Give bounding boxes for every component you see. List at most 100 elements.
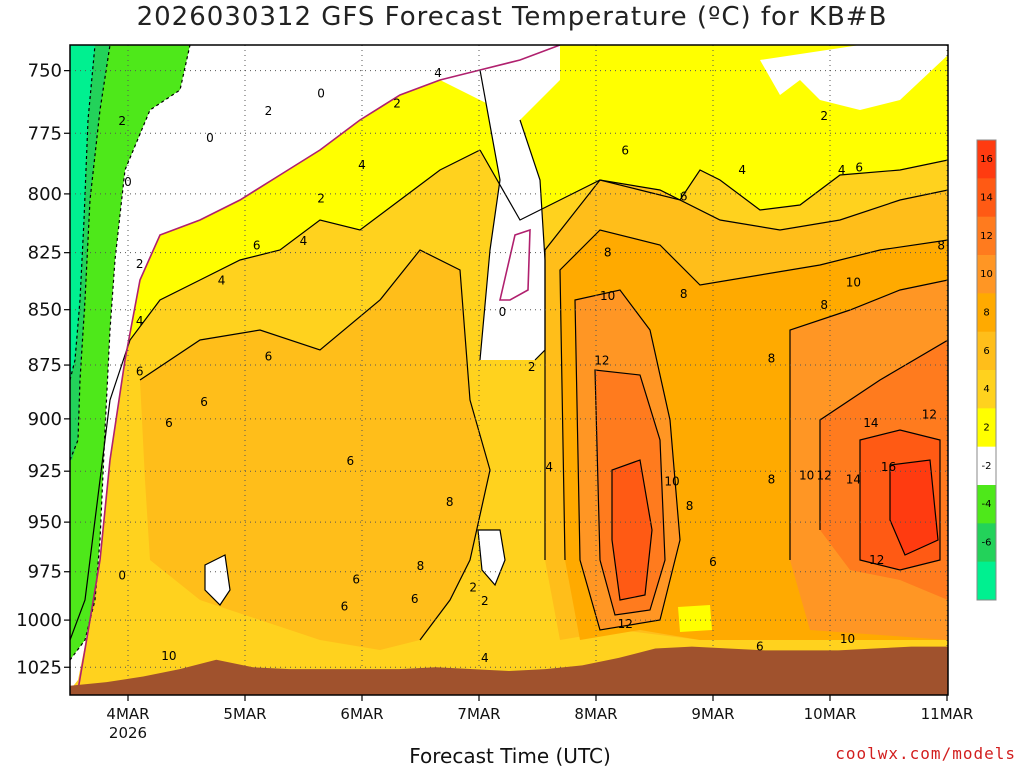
colorbar-tick-label: 8 (983, 308, 989, 319)
contour-minus-6 (70, 45, 96, 381)
contour-label: 2 (118, 114, 126, 128)
contour-label: 8 (604, 246, 612, 260)
x-tick-label: 7MAR (457, 705, 500, 723)
zero-isotherm (77, 45, 561, 691)
contour-label: 8 (937, 239, 945, 253)
contour-2-7mar (479, 69, 501, 361)
contour-label: 6 (341, 600, 349, 614)
contour-label: 2 (136, 257, 144, 271)
x-tick-label: 4MAR (106, 705, 149, 723)
contour-label: 4 (434, 66, 442, 80)
contour-label: 6 (346, 454, 354, 468)
x-axis-label: Forecast Time (UTC) (409, 744, 611, 768)
y-axis: 750 775 800 825 850 875 900 925 950 975 1000 1025 (16, 61, 70, 678)
contour-label: 0 (124, 175, 132, 189)
contour-label: 8 (446, 495, 454, 509)
zero-isotherm-7mar (498, 228, 531, 301)
contour-label: 4 (481, 651, 489, 665)
y-tick-label: 875 (28, 355, 62, 376)
y-tick-label: 1025 (16, 657, 62, 678)
y-tick-label: 800 (28, 184, 62, 205)
contour-label: 2 (317, 192, 325, 206)
x-tick-label: 6MAR (340, 705, 383, 723)
contour-label: 0 (499, 305, 507, 319)
contour-4-7mar (519, 119, 546, 361)
fill-0-2 (70, 45, 560, 690)
contour-label: 4 (838, 163, 846, 177)
contour-label: 6 (165, 416, 173, 430)
contour-label: 4 (358, 158, 366, 172)
y-tick-label: 825 (28, 243, 62, 264)
gridlines (70, 45, 948, 695)
contour-label: 2 (481, 594, 489, 608)
contour-label: 12 (922, 408, 937, 422)
fill-pocket-9mar (678, 605, 712, 632)
contour-14-west (611, 459, 653, 601)
y-tick-label: 775 (28, 123, 62, 144)
contour-label: 4 (545, 460, 553, 474)
colorbar-band (977, 293, 996, 333)
contour-14-east (859, 429, 941, 571)
contour-label: 12 (869, 553, 884, 567)
fill-minus-2-4 (70, 45, 190, 660)
contour-label: 10 (600, 289, 615, 303)
contour-label: 10 (161, 649, 176, 663)
y-tick-label: 850 (28, 300, 62, 321)
contour-label: 8 (686, 499, 694, 513)
colorbar-band (977, 446, 996, 486)
contour-minus-2 (70, 45, 191, 661)
fill-upper-white (760, 45, 948, 110)
terrain-surface (70, 646, 948, 695)
contour-label: 6 (265, 349, 273, 363)
fill-pocket-5mar (205, 555, 230, 605)
contour-pocket-5mar (204, 554, 231, 606)
colorbar-tick-label: 2 (983, 423, 989, 434)
y-tick-label: 975 (28, 562, 62, 583)
contour-label: 4 (218, 273, 226, 287)
contour-label: 10 (664, 474, 679, 488)
contour-label: 0 (317, 86, 325, 100)
colorbar-tick-label: 6 (983, 346, 989, 357)
colorbar-tick-label: 10 (980, 269, 993, 280)
contour-12-east (819, 339, 948, 530)
colorbar-tick-label: 14 (980, 193, 993, 204)
x-tick-label: 10MAR (804, 705, 857, 723)
temperature-fill-layer (70, 45, 948, 695)
contour-label: 12 (817, 468, 832, 482)
contour-label: 4 (300, 234, 308, 248)
colorbar-band (977, 178, 996, 218)
contour-label: 6 (253, 239, 261, 253)
terrain-layer (70, 646, 948, 695)
contour-label: 6 (756, 640, 764, 654)
colorbar-tick-label: -4 (982, 499, 992, 510)
contour-2-east (479, 149, 948, 221)
colorbar-band (977, 331, 996, 371)
contour-label: 6 (200, 395, 208, 409)
contour-label: 8 (680, 287, 688, 301)
colorbar-band (977, 485, 996, 524)
contour-label: 2 (469, 580, 477, 594)
contour-label: 8 (768, 351, 776, 365)
zero-isotherm-layer (77, 45, 561, 691)
contour-label: 12 (618, 617, 633, 631)
chart-title: 2026030312 GFS Forecast Temperature (ºC)… (136, 2, 888, 32)
contour-label: 4 (136, 314, 144, 328)
contour-label: 6 (709, 555, 717, 569)
x-tick-label: 11MAR (921, 705, 974, 723)
contour-label: 2 (393, 96, 401, 110)
colorbar-tick-label: 16 (980, 154, 993, 165)
contour-line-layer (70, 45, 948, 661)
x-tick-label: 8MAR (574, 705, 617, 723)
contour-label: 14 (846, 472, 861, 486)
contour-6-east (544, 179, 948, 560)
colorbar-tick-label: -6 (982, 538, 992, 549)
contour-label: 6 (411, 592, 419, 606)
contour-label: 12 (594, 354, 609, 368)
contour-8 (559, 229, 948, 561)
y-tick-label: 1000 (16, 610, 62, 631)
contour-2 (70, 149, 481, 641)
contour-label: 6 (136, 365, 144, 379)
colorbar-tick-label: 12 (980, 231, 993, 242)
contour-label: 6 (621, 143, 629, 157)
credit-label: coolwx.com/models (835, 744, 1016, 763)
